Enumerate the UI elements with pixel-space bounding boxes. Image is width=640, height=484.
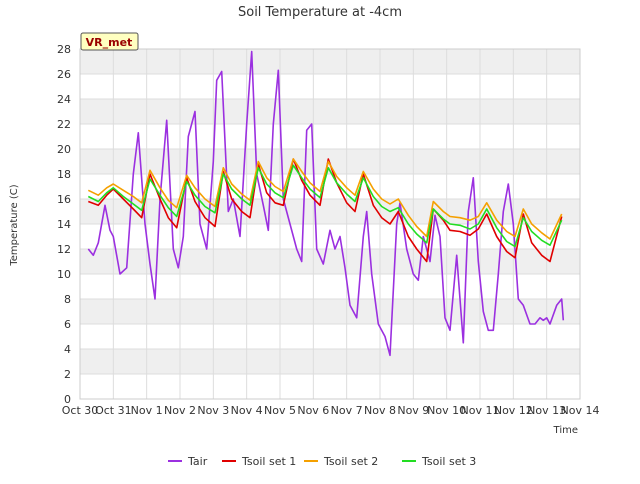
station-badge-box <box>80 32 139 51</box>
x-tick-label: Nov 2 <box>164 404 196 417</box>
y-axis-label: Temperature (C) <box>9 184 20 266</box>
x-tick-label: Nov 12 <box>494 404 533 417</box>
grid-band <box>80 99 580 124</box>
series-line-tair <box>87 50 565 357</box>
legend-label: Tsoil set 3 <box>421 455 476 468</box>
y-tick-label: 20 <box>57 143 71 156</box>
x-tick-label: Nov 5 <box>264 404 296 417</box>
y-tick-label: 8 <box>64 293 71 306</box>
x-tick-label: Oct 31 <box>95 404 132 417</box>
grid-band <box>80 349 580 374</box>
y-tick-label: 6 <box>64 318 71 331</box>
grid-band <box>80 299 580 324</box>
legend-item: Tair <box>168 455 208 468</box>
legend-label: Tair <box>187 455 208 468</box>
station-badge: VR_met <box>80 32 139 51</box>
grid-band <box>80 249 580 274</box>
x-tick-label: Nov 11 <box>461 404 500 417</box>
x-tick-label: Nov 4 <box>231 404 263 417</box>
x-tick-label: Nov 13 <box>527 404 566 417</box>
legend: Tair Tsoil set 1 Tsoil set 2 Tsoil set 3 <box>168 455 476 468</box>
legend-label: Tsoil set 2 <box>323 455 378 468</box>
series-lines <box>87 50 565 357</box>
x-tick-label: Oct 30 <box>62 404 99 417</box>
station-badge-label: VR_met <box>86 36 133 49</box>
x-tick-label: Nov 7 <box>331 404 363 417</box>
y-tick-label: 10 <box>57 268 71 281</box>
y-tick-label: 24 <box>57 93 71 106</box>
y-tick-label: 14 <box>57 218 71 231</box>
y-tick-label: 12 <box>57 243 71 256</box>
series-line-tsoil-set-3 <box>87 164 563 248</box>
x-tick-label: Nov 6 <box>297 404 329 417</box>
y-tick-label: 0 <box>64 393 71 406</box>
x-tick-label: Nov 3 <box>197 404 229 417</box>
x-tick-label: Nov 9 <box>397 404 429 417</box>
series-line-tsoil-set-2 <box>87 158 563 240</box>
plot-frame <box>79 48 581 400</box>
x-tick-label: Nov 10 <box>427 404 466 417</box>
legend-item: Tsoil set 1 <box>222 455 296 468</box>
legend-label: Tsoil set 1 <box>241 455 296 468</box>
y-tick-label: 4 <box>64 343 71 356</box>
chart-title: Soil Temperature at -4cm <box>238 5 402 20</box>
grid-band <box>80 49 580 74</box>
x-tick-label: Nov 1 <box>131 404 163 417</box>
x-axis-label: Time <box>553 425 578 436</box>
y-tick-label: 28 <box>57 43 71 56</box>
y-tick-label: 26 <box>57 68 71 81</box>
y-tick-label: 22 <box>57 118 71 131</box>
y-tick-label: 16 <box>57 193 71 206</box>
legend-item: Tsoil set 2 <box>304 455 378 468</box>
y-tick-label: 18 <box>57 168 71 181</box>
x-tick-label: Nov 14 <box>561 404 600 417</box>
y-tick-label: 2 <box>64 368 71 381</box>
x-tick-label: Nov 8 <box>364 404 396 417</box>
legend-item: Tsoil set 3 <box>402 455 476 468</box>
